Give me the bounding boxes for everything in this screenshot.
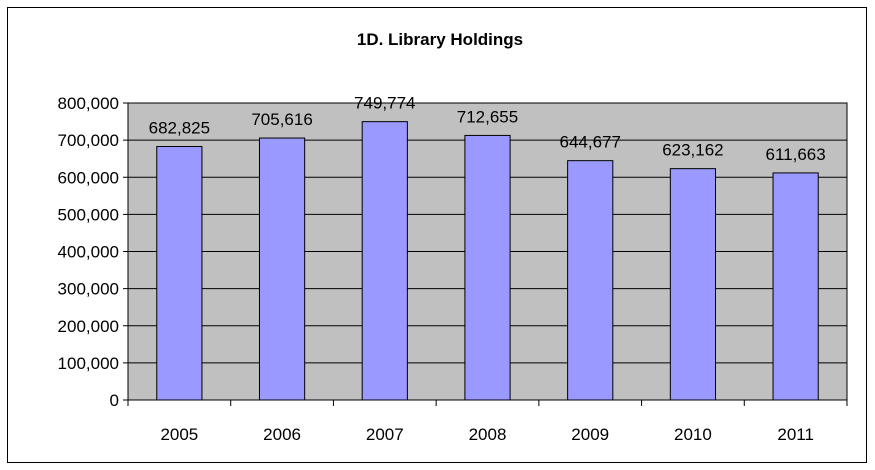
chart-title: 1D. Library Holdings — [357, 30, 523, 49]
x-axis: 2005 2006 2007 2008 2009 2010 2011 — [127, 400, 848, 444]
y-tick-label: 100,000 — [58, 354, 119, 373]
data-label-2006: 705,616 — [251, 110, 312, 129]
y-tick-label: 400,000 — [58, 243, 119, 262]
x-tick-label: 2005 — [160, 425, 198, 444]
x-tick-label: 2009 — [571, 425, 609, 444]
y-tick-label: 700,000 — [58, 131, 119, 150]
y-tick-label: 200,000 — [58, 317, 119, 336]
bar-2006 — [258, 137, 306, 401]
x-tick-label: 2007 — [366, 425, 404, 444]
bar-2010 — [669, 168, 717, 401]
bar-2008 — [464, 134, 511, 401]
data-label-2007: 749,774 — [354, 94, 415, 113]
data-labels: 682,825 705,616 749,774 712,655 644,677 623,1… — [149, 94, 826, 164]
bar-2007 — [361, 121, 408, 401]
data-label-2008: 712,655 — [457, 107, 518, 126]
data-label-2009: 644,677 — [559, 133, 620, 152]
y-axis: 0 100,000 200,000 300,000 400,000 500,000 600,… — [58, 94, 128, 410]
bar-2009 — [567, 160, 614, 401]
bar-2011 — [772, 172, 819, 401]
data-label-2005: 682,825 — [149, 119, 210, 138]
data-label-2011: 611,663 — [766, 145, 826, 164]
y-tick-label: 300,000 — [58, 280, 119, 299]
y-tick-label: 800,000 — [58, 94, 119, 113]
bars — [156, 121, 819, 401]
x-tick-label: 2006 — [263, 425, 301, 444]
data-label-2010: 623,162 — [662, 141, 723, 160]
bar-2005 — [156, 146, 203, 401]
y-tick-label: 0 — [110, 391, 119, 410]
y-tick-label: 600,000 — [58, 168, 119, 187]
x-tick-label: 2010 — [674, 425, 712, 444]
y-tick-label: 500,000 — [58, 205, 119, 224]
x-tick-label: 2011 — [777, 425, 814, 444]
x-tick-label: 2008 — [469, 425, 507, 444]
